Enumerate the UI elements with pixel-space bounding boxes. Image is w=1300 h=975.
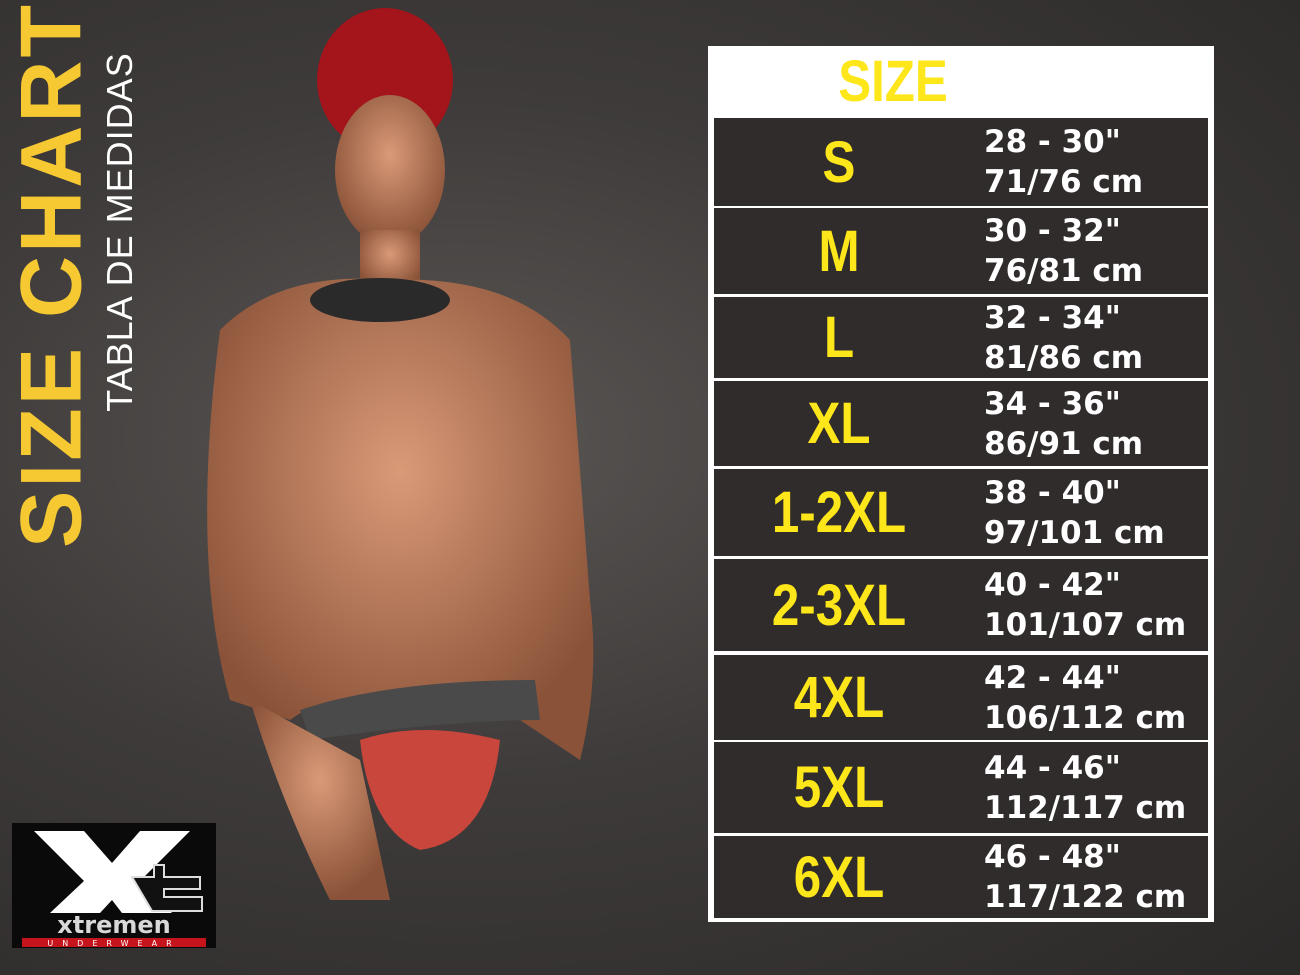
waist-inches: 28 - 30" bbox=[984, 124, 1121, 160]
waist-cell: 46 - 48" 117/122 cm bbox=[984, 837, 1186, 917]
table-row: L 32 - 34" 81/86 cm bbox=[714, 297, 1208, 378]
title-block: SIZE CHART TABLA DE MEDIDAS bbox=[0, 0, 150, 548]
size-table: SIZE WAIST S 28 - 30" 71/76 cm M 30 - 32… bbox=[708, 46, 1214, 922]
size-label: 1-2XL bbox=[771, 480, 907, 545]
jockstrap bbox=[360, 730, 500, 850]
waist-inches: 44 - 46" bbox=[984, 749, 1121, 786]
page-title: SIZE CHART bbox=[3, 2, 100, 548]
waist-cm: 101/107 cm bbox=[984, 607, 1187, 643]
table-row: 1-2XL 38 - 40" 97/101 cm bbox=[714, 469, 1208, 556]
waist-inches: 40 - 42" bbox=[984, 567, 1121, 603]
waist-cell: 30 - 32" 76/81 cm bbox=[984, 211, 1143, 291]
xtremen-logo bbox=[12, 823, 216, 948]
waist-cell: 34 - 36" 86/91 cm bbox=[984, 384, 1143, 464]
waist-cm: 86/91 cm bbox=[984, 425, 1144, 462]
table-row: 4XL 42 - 44" 106/112 cm bbox=[714, 655, 1208, 740]
waist-cm: 97/101 cm bbox=[984, 514, 1165, 551]
brand-name: xtremen UNDERWEAR bbox=[47, 911, 181, 948]
size-label: L bbox=[823, 305, 855, 370]
waist-inches: 32 - 34" bbox=[984, 299, 1121, 336]
table-row: 2-3XL 40 - 42" 101/107 cm bbox=[714, 559, 1208, 651]
table-row: XL 34 - 36" 86/91 cm bbox=[714, 381, 1208, 466]
size-label: 2-3XL bbox=[771, 572, 907, 638]
waist-cell: 32 - 34" 81/86 cm bbox=[984, 298, 1143, 378]
size-label: 4XL bbox=[793, 665, 885, 730]
waist-inches: 30 - 32" bbox=[984, 213, 1121, 249]
waist-cm: 76/81 cm bbox=[984, 253, 1144, 289]
waist-cell: 38 - 40" 97/101 cm bbox=[984, 473, 1165, 553]
goggles bbox=[310, 278, 450, 322]
size-label: M bbox=[818, 218, 860, 284]
waist-cm: 81/86 cm bbox=[984, 339, 1144, 376]
waist-cell: 40 - 42" 101/107 cm bbox=[984, 565, 1186, 645]
table-row: 5XL 44 - 46" 112/117 cm bbox=[714, 742, 1208, 833]
waist-inches: 38 - 40" bbox=[984, 474, 1121, 511]
size-label: XL bbox=[807, 391, 871, 456]
waist-inches: 34 - 36" bbox=[984, 385, 1121, 422]
size-label: 6XL bbox=[793, 844, 885, 910]
model-photo bbox=[207, 8, 594, 900]
waist-cell: 28 - 30" 71/76 cm bbox=[984, 122, 1143, 202]
waist-inches: 42 - 44" bbox=[984, 659, 1121, 696]
waist-cm: 71/76 cm bbox=[984, 164, 1144, 200]
waist-inches: 46 - 48" bbox=[984, 839, 1121, 875]
size-label: 5XL bbox=[793, 755, 885, 820]
header-size: SIZE bbox=[838, 48, 948, 114]
size-label: S bbox=[822, 129, 856, 195]
page-subtitle: TABLA DE MEDIDAS bbox=[99, 52, 140, 412]
table-row: 6XL 46 - 48" 117/122 cm bbox=[714, 836, 1208, 918]
table-header: SIZE WAIST bbox=[708, 46, 1214, 116]
waist-cell: 42 - 44" 106/112 cm bbox=[984, 658, 1186, 738]
waist-cm: 106/112 cm bbox=[984, 699, 1187, 736]
table-row: M 30 - 32" 76/81 cm bbox=[714, 208, 1208, 294]
waist-cm: 117/122 cm bbox=[984, 879, 1187, 915]
waist-cell: 44 - 46" 112/117 cm bbox=[984, 748, 1186, 828]
table-row: S 28 - 30" 71/76 cm bbox=[714, 118, 1208, 206]
waist-cm: 112/117 cm bbox=[984, 789, 1187, 826]
header-waist: WAIST bbox=[983, 63, 1095, 99]
